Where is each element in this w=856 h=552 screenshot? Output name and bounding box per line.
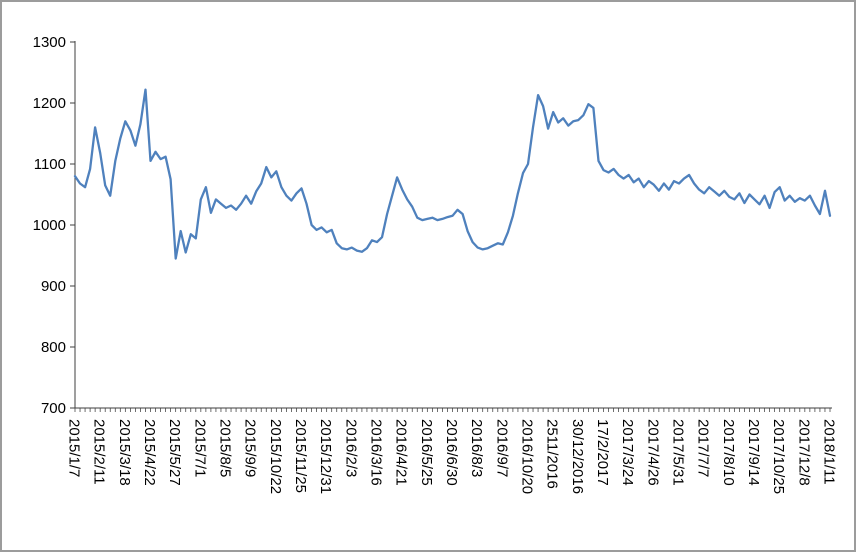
x-axis-label: 2016/6/30 — [443, 419, 460, 486]
x-axis-label: 2017/12/8 — [795, 419, 812, 486]
x-axis-label: 2017/7/7 — [695, 419, 712, 477]
y-axis-label: 900 — [41, 278, 66, 295]
x-axis-label: 2015/5/27 — [166, 419, 183, 486]
x-axis-label: 2016/2/3 — [342, 419, 359, 477]
y-axis-label: 1200 — [33, 95, 66, 112]
x-axis-label: 2015/11/25 — [292, 419, 309, 493]
x-axis-label: 2017/5/31 — [670, 419, 687, 486]
x-axis-label: 2511/2016 — [544, 419, 561, 489]
y-axis-label: 700 — [41, 400, 66, 417]
x-axis-label: 2015/12/31 — [317, 419, 334, 494]
y-axis-label: 1300 — [33, 34, 66, 51]
x-axis-label: 2015/8/5 — [217, 419, 234, 477]
x-axis-label: 2017/9/14 — [745, 419, 762, 486]
x-axis-label: 2017/4/26 — [644, 419, 661, 486]
y-axis-label: 1000 — [33, 217, 66, 234]
x-axis-label: 2015/7/1 — [191, 419, 208, 477]
x-axis-label: 2015/9/9 — [242, 419, 259, 477]
x-axis-label: 2017/3/24 — [619, 419, 636, 486]
x-axis-label: 2017/10/25 — [770, 419, 787, 494]
x-axis-label: 2015/3/18 — [116, 419, 133, 486]
x-axis-label: 2016/9/7 — [493, 419, 510, 477]
x-axis-label: 2015/1/7 — [66, 419, 83, 477]
series-line — [73, 88, 832, 260]
x-axis-label: 2016/4/21 — [393, 419, 410, 486]
x-axis-label: 2015/4/22 — [141, 419, 158, 486]
x-axis-label: 17/2/2017 — [594, 419, 611, 486]
x-axis-label: 2016/5/25 — [418, 419, 435, 486]
x-axis-label: 2017/8/10 — [720, 419, 737, 486]
x-axis-label: 2016/8/3 — [468, 419, 485, 477]
x-axis-label: 30/12/2016 — [569, 419, 586, 494]
x-axis-label: 2016/3/16 — [368, 419, 385, 486]
x-axis-label: 2015/10/22 — [267, 419, 284, 494]
x-axis-label: 2016/10/20 — [519, 419, 536, 494]
x-axis-label: 2015/2/11 — [91, 419, 108, 485]
x-axis-label: 2018/1/11 — [821, 419, 838, 485]
y-axis-label: 800 — [41, 339, 66, 356]
y-axis-label: 1100 — [34, 156, 66, 173]
